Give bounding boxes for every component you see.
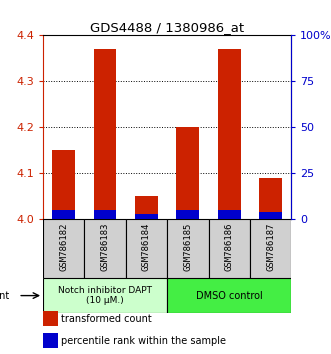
Text: GSM786182: GSM786182 [59,222,68,271]
Title: GDS4488 / 1380986_at: GDS4488 / 1380986_at [90,21,244,34]
Text: GSM786185: GSM786185 [183,222,192,271]
Bar [209,219,250,278]
Bar [218,210,241,219]
Bar [250,219,291,278]
Text: GSM786184: GSM786184 [142,222,151,271]
Text: DMSO control: DMSO control [196,291,262,301]
Text: GSM786187: GSM786187 [266,222,275,271]
Bar [52,210,75,219]
Bar [84,219,126,278]
Bar [126,219,167,278]
Text: GSM786186: GSM786186 [225,222,234,271]
Bar [43,219,84,278]
Bar [52,150,75,219]
Bar [94,49,117,219]
Bar [135,214,158,219]
Bar [259,178,282,219]
Bar [43,311,58,326]
Text: GSM786183: GSM786183 [101,222,110,271]
Bar [259,212,282,219]
Bar [176,210,199,219]
Text: transformed count: transformed count [61,314,152,324]
Text: agent: agent [0,291,10,301]
Text: Notch inhibitor DAPT
(10 μM.): Notch inhibitor DAPT (10 μM.) [58,286,152,305]
Bar [135,196,158,219]
Bar [43,333,58,348]
Bar [167,219,209,278]
Bar [167,278,291,313]
Bar [43,278,167,313]
Bar [176,127,199,219]
Bar [218,49,241,219]
Bar [94,210,117,219]
Text: percentile rank within the sample: percentile rank within the sample [61,336,226,346]
